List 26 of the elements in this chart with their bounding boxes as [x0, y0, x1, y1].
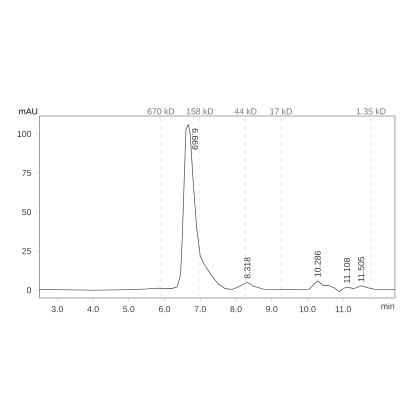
y-tick-label: 0	[26, 287, 32, 294]
x-tick-label: 7.0	[194, 306, 206, 312]
x-tick-label: 3.0	[52, 306, 64, 312]
ref-line-label: 158 kD	[186, 108, 214, 114]
y-tick-label: 50	[22, 209, 32, 216]
x-tick-label: 11.0	[336, 306, 351, 312]
x-tick-label: 9.0	[266, 306, 278, 312]
x-tick-label: 4.0	[87, 306, 99, 312]
annotation: 8.318	[244, 257, 250, 278]
x-axis-title: min	[381, 302, 394, 310]
y-axis-title: mAU	[19, 108, 38, 114]
x-tick-label: 10.0	[300, 306, 316, 312]
y-tick-label: 100	[18, 130, 32, 138]
annotation: 10.286	[314, 251, 321, 277]
ref-line-label: 670 kD	[148, 108, 174, 114]
ref-line-label: 17 kD	[270, 108, 292, 114]
annotation: 6.669	[192, 128, 198, 150]
annotation: 11.505	[358, 256, 364, 282]
annotation: 11.108	[344, 258, 350, 283]
ref-line-label: 44 kD	[234, 108, 256, 114]
x-tick-label: 8.0	[230, 306, 242, 312]
ref-line-label: 1.35 kD	[356, 108, 386, 114]
x-tick-label: 5.0	[123, 306, 134, 312]
y-tick-label: 25	[22, 248, 32, 254]
y-tick-label: 75	[22, 170, 32, 176]
x-tick-label: 6.0	[158, 306, 170, 312]
